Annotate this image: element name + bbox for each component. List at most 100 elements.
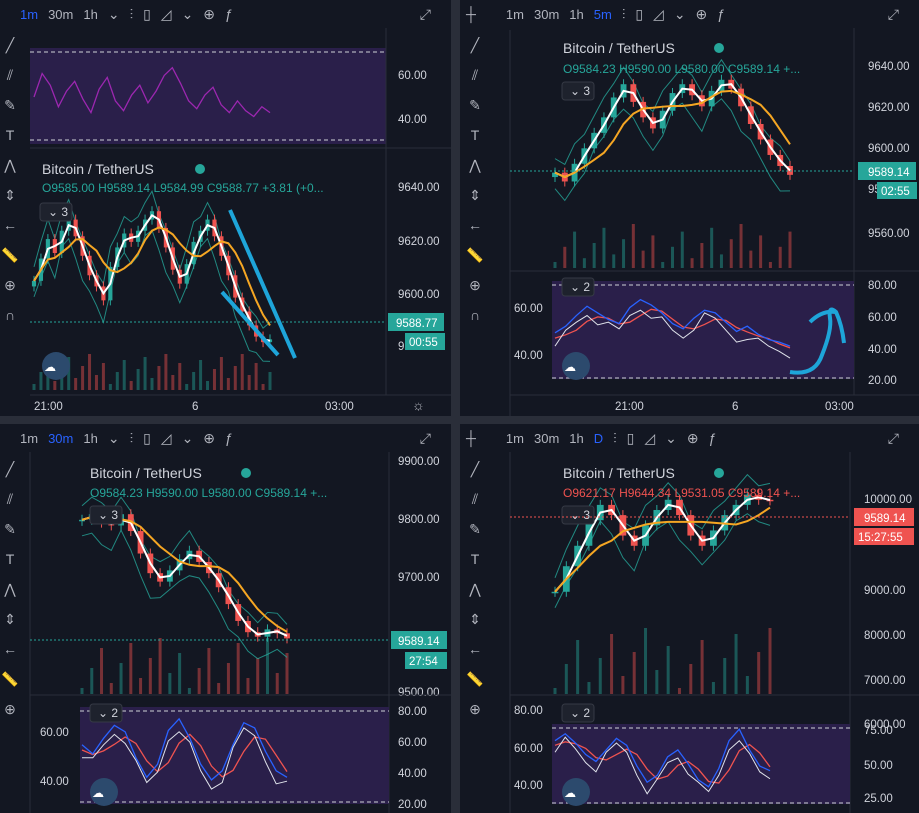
back-arrow-icon[interactable]: ←	[468, 641, 482, 657]
chart-panel-4[interactable]: ┼ 1m 30m 1h D ⫶ ▯ ◿ ⌄ ⊕ ƒ ⤢ ╱ ⫽ ✎ T ⋀ ⇕ …	[460, 424, 919, 813]
line-tool-icon[interactable]: ╱	[470, 461, 480, 477]
timeframe-1m[interactable]: 1m	[505, 430, 524, 446]
indicator-toggle-button[interactable]	[89, 505, 123, 525]
pattern-tool-icon[interactable]: ⋀	[469, 581, 481, 597]
back-arrow-icon[interactable]: ←	[3, 641, 17, 657]
timeframe-D[interactable]: D	[593, 430, 604, 446]
timeframe-1m[interactable]: 1m	[505, 6, 524, 22]
chevron-down-icon[interactable]: ⌄	[107, 429, 120, 446]
ruler-icon[interactable]: 📏	[1, 671, 19, 687]
back-arrow-icon[interactable]: ←	[3, 217, 17, 233]
brush-tool-icon[interactable]: ✎	[469, 521, 481, 537]
indicator-toggle-button[interactable]	[561, 81, 595, 101]
area-chart-icon[interactable]: ◿	[644, 429, 656, 446]
timeframe-5m[interactable]: 5m	[593, 6, 612, 22]
expand-icon[interactable]: ⤢	[887, 5, 899, 22]
brush-tool-icon[interactable]: ✎	[469, 97, 481, 113]
bar-chart-icon[interactable]: ⫶	[613, 429, 617, 446]
bar-chart-icon[interactable]: ⫶	[129, 429, 134, 446]
fib-tool-icon[interactable]: ⫽	[6, 491, 14, 507]
function-icon[interactable]: ƒ	[225, 6, 233, 22]
measure-tool-icon[interactable]: ⇕	[469, 611, 481, 627]
chevron-down-icon[interactable]: ⌄	[181, 5, 194, 22]
candles-icon[interactable]: ▯	[626, 429, 635, 446]
zoom-icon[interactable]: ⊕	[469, 277, 481, 293]
crosshair-icon[interactable]: ┼	[466, 6, 476, 22]
line-tool-icon[interactable]: ╱	[470, 37, 480, 53]
chart-canvas[interactable]: 60.00 40.00 Bitcoin / TetherUS O9585.00 …	[0, 0, 451, 416]
timeframe-1h[interactable]: 1h	[569, 6, 584, 22]
fib-tool-icon[interactable]: ⫽	[471, 491, 479, 507]
area-chart-icon[interactable]: ◿	[160, 429, 172, 446]
timeframe-1m[interactable]: 1m	[20, 430, 39, 446]
trend-lines[interactable]	[220, 209, 297, 359]
measure-tool-icon[interactable]: ⇕	[4, 187, 16, 203]
timeframe-30m[interactable]: 30m	[48, 6, 74, 22]
chart-canvas[interactable]: Bitcoin / TetherUS O9621.17 H9644.34 L95…	[460, 424, 919, 813]
bar-chart-icon[interactable]: ⫶	[129, 5, 134, 22]
timeframe-1m[interactable]: 1m	[20, 6, 39, 22]
candles-icon[interactable]: ▯	[143, 5, 151, 22]
tradingview-logo[interactable]	[562, 352, 590, 380]
drawn-arrow-head[interactable]	[808, 309, 837, 324]
add-indicator-icon[interactable]: ⊕	[686, 429, 699, 446]
add-indicator-icon[interactable]: ⊕	[695, 5, 708, 22]
chart-canvas[interactable]: Bitcoin / TetherUS O9584.23 H9590.00 L95…	[0, 424, 451, 813]
chevron-down-icon[interactable]: ⌄	[181, 429, 194, 446]
chevron-down-icon[interactable]: ⌄	[673, 5, 686, 22]
candles-icon[interactable]: ▯	[635, 5, 644, 22]
timeframe-1h[interactable]: 1h	[569, 430, 584, 446]
fib-tool-icon[interactable]: ⫽	[6, 67, 14, 83]
timeframe-30m[interactable]: 30m	[48, 430, 74, 446]
pattern-tool-icon[interactable]: ⋀	[4, 157, 16, 173]
indicator-toggle-button[interactable]	[561, 505, 595, 525]
fib-tool-icon[interactable]: ⫽	[471, 67, 479, 83]
drawn-up-arrow[interactable]	[789, 307, 846, 375]
vertical-splitter[interactable]	[451, 0, 460, 813]
timeframe-30m[interactable]: 30m	[533, 430, 560, 446]
chart-panel-1[interactable]: 1m 30m 1h ⌄ ⫶ ▯ ◿ ⌄ ⊕ ƒ ⤢ ╱ ⫽ ✎ T ⋀ ⇕ ← …	[0, 0, 451, 416]
candles-icon[interactable]: ▯	[143, 429, 151, 446]
crosshair-icon[interactable]: ┼	[466, 430, 476, 446]
line-tool-icon[interactable]: ╱	[5, 37, 15, 53]
line-tool-icon[interactable]: ╱	[5, 461, 15, 477]
timeframe-1h[interactable]: 1h	[83, 6, 98, 22]
text-tool-icon[interactable]: T	[5, 127, 15, 143]
chevron-down-icon[interactable]: ⌄	[665, 429, 677, 446]
area-chart-icon[interactable]: ◿	[653, 5, 664, 22]
function-icon[interactable]: ƒ	[225, 430, 233, 446]
magnet-icon[interactable]: ∩	[469, 307, 481, 323]
pattern-tool-icon[interactable]: ⋀	[4, 581, 16, 597]
settings-icon[interactable]: ☼	[412, 397, 425, 413]
add-indicator-icon[interactable]: ⊕	[203, 429, 216, 446]
trend-line[interactable]	[228, 209, 297, 359]
magnet-icon[interactable]: ∩	[4, 307, 16, 323]
tradingview-logo[interactable]	[90, 778, 118, 806]
chart-panel-2[interactable]: ┼ 1m 30m 1h 5m ⫶ ▯ ◿ ⌄ ⊕ ƒ ⤢ ╱ ⫽ ✎ T ⋀ ⇕…	[460, 0, 919, 416]
expand-icon[interactable]: ⤢	[887, 429, 899, 446]
osc-toggle-button[interactable]	[89, 703, 123, 723]
timeframe-1h[interactable]: 1h	[83, 430, 98, 446]
zoom-icon[interactable]: ⊕	[4, 277, 16, 293]
expand-icon[interactable]: ⤢	[419, 429, 431, 446]
text-tool-icon[interactable]: T	[5, 551, 15, 567]
ruler-icon[interactable]: 📏	[1, 247, 19, 263]
brush-tool-icon[interactable]: ✎	[4, 521, 16, 537]
function-icon[interactable]: ƒ	[708, 430, 717, 446]
chart-panel-3[interactable]: 1m 30m 1h ⌄ ⫶ ▯ ◿ ⌄ ⊕ ƒ ⤢ ╱ ⫽ ✎ T ⋀ ⇕ ← …	[0, 424, 451, 813]
back-arrow-icon[interactable]: ←	[468, 217, 482, 233]
measure-tool-icon[interactable]: ⇕	[4, 611, 16, 627]
zoom-icon[interactable]: ⊕	[469, 701, 481, 717]
horizontal-splitter[interactable]	[0, 416, 919, 424]
bar-chart-icon[interactable]: ⫶	[621, 5, 626, 22]
timeframe-30m[interactable]: 30m	[533, 6, 560, 22]
ruler-icon[interactable]: 📏	[466, 671, 484, 687]
measure-tool-icon[interactable]: ⇕	[469, 187, 481, 203]
osc-toggle-button[interactable]	[561, 277, 595, 297]
indicator-toggle-button[interactable]	[39, 202, 73, 222]
text-tool-icon[interactable]: T	[470, 127, 480, 143]
brush-tool-icon[interactable]: ✎	[4, 97, 16, 113]
function-icon[interactable]: ƒ	[717, 6, 726, 22]
ruler-icon[interactable]: 📏	[466, 247, 484, 263]
tradingview-logo[interactable]	[562, 778, 590, 806]
